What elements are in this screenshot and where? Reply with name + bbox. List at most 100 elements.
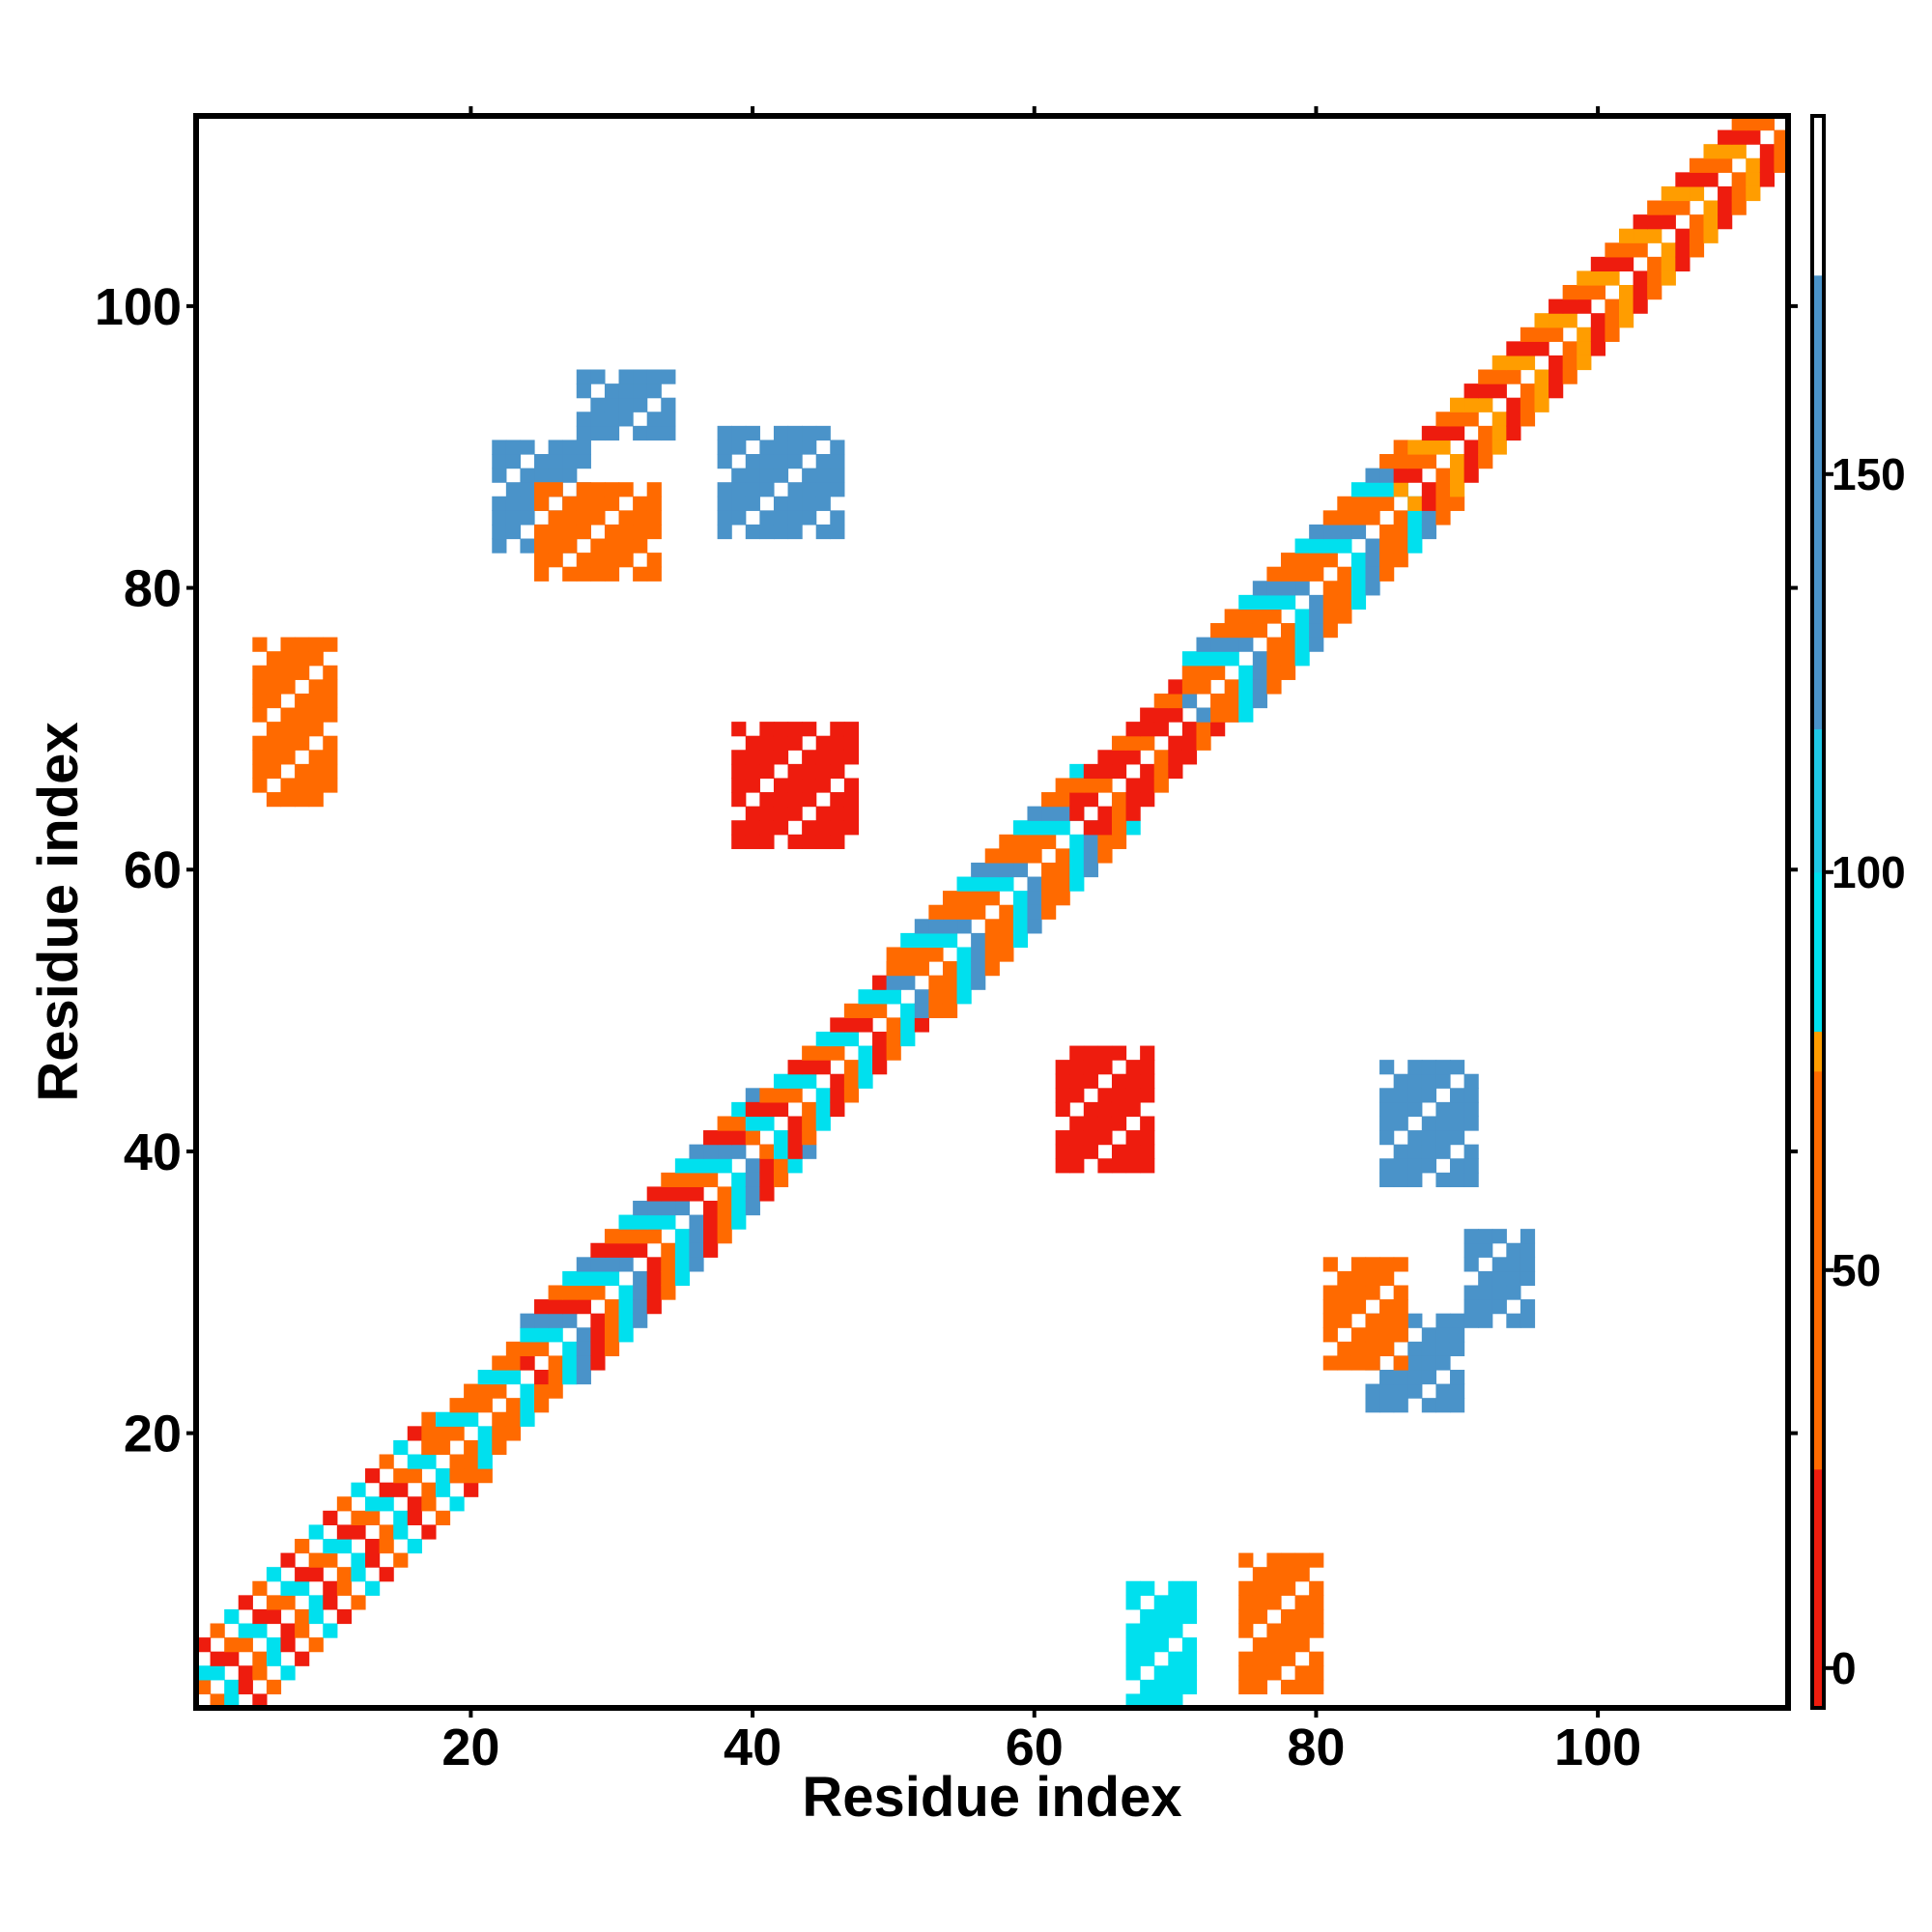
heatmap-cell xyxy=(280,778,296,793)
heatmap-cell xyxy=(280,750,296,765)
heatmap-cell xyxy=(1337,524,1352,540)
heatmap-cell xyxy=(604,1327,620,1343)
heatmap-cell xyxy=(815,1031,831,1047)
heatmap-cell xyxy=(492,538,507,554)
heatmap-cell xyxy=(1421,1116,1436,1131)
heatmap-cell xyxy=(1280,651,1296,667)
heatmap-cell xyxy=(548,538,563,554)
heatmap-cell xyxy=(576,454,591,469)
heatmap-cell xyxy=(1449,1130,1465,1146)
heatmap-cell xyxy=(1463,1299,1479,1315)
heatmap-cell xyxy=(505,482,522,497)
heatmap-cell xyxy=(604,553,620,568)
heatmap-cell xyxy=(210,1651,225,1666)
heatmap-cell xyxy=(1238,623,1254,639)
heatmap-cell xyxy=(731,468,747,483)
heatmap-cell xyxy=(646,1285,662,1300)
heatmap-cell xyxy=(1111,1073,1127,1089)
heatmap-cell xyxy=(843,1003,860,1018)
heatmap-cell xyxy=(661,412,676,427)
heatmap-cell xyxy=(1140,792,1155,808)
heatmap-cell xyxy=(1111,763,1127,780)
heatmap-cell xyxy=(1463,1116,1479,1131)
heatmap-cell xyxy=(252,693,268,709)
heatmap-cell xyxy=(1294,553,1310,568)
heatmap-cell xyxy=(604,1270,620,1287)
heatmap-cell xyxy=(661,369,676,384)
heatmap-cell xyxy=(1379,566,1395,582)
heatmap-cell xyxy=(252,1580,268,1596)
heatmap-cell xyxy=(1055,1130,1070,1146)
y-tick-label: 100 xyxy=(95,278,182,336)
heatmap-cell xyxy=(1069,834,1085,849)
heatmap-cell xyxy=(618,412,634,427)
heatmap-cell xyxy=(1294,1552,1310,1568)
colorbar-band xyxy=(1812,1031,1824,1072)
heatmap-cell xyxy=(1168,707,1183,723)
heatmap-cell xyxy=(576,1257,591,1272)
heatmap-cell xyxy=(1280,1637,1296,1653)
heatmap-cell xyxy=(872,1031,888,1047)
heatmap-cell xyxy=(618,1229,634,1244)
heatmap-cell xyxy=(1463,384,1479,399)
heatmap-cell xyxy=(604,524,620,540)
heatmap-cell xyxy=(477,1398,493,1413)
heatmap-cell xyxy=(1562,298,1577,314)
heatmap-cell xyxy=(1449,1341,1465,1356)
heatmap-cell xyxy=(1548,298,1564,314)
heatmap-cell xyxy=(1041,876,1057,892)
heatmap-cell xyxy=(477,1426,493,1441)
heatmap-cell xyxy=(1266,637,1282,652)
heatmap-cell xyxy=(308,1524,324,1540)
heatmap-cell xyxy=(1140,1073,1155,1089)
heatmap-cell xyxy=(1266,1665,1282,1681)
heatmap-cell xyxy=(1280,581,1296,596)
heatmap-cell xyxy=(1492,355,1507,371)
heatmap-cell xyxy=(1224,651,1239,667)
heatmap-cell xyxy=(210,1693,225,1709)
heatmap-cell xyxy=(858,1060,873,1075)
heatmap-cell xyxy=(717,510,732,526)
heatmap-cell xyxy=(1463,1144,1479,1159)
heatmap-cell xyxy=(787,1130,803,1146)
heatmap-cell xyxy=(1012,932,1029,949)
colorbar-band xyxy=(1812,871,1824,1033)
heatmap-cell xyxy=(1407,454,1423,469)
heatmap-cell xyxy=(280,707,296,723)
heatmap-cell xyxy=(858,1073,873,1089)
heatmap-cell xyxy=(252,778,268,793)
heatmap-cell xyxy=(745,1088,760,1103)
heatmap-cell xyxy=(365,1552,381,1568)
heatmap-cell xyxy=(1449,1383,1465,1399)
heatmap-cell xyxy=(1703,157,1719,173)
heatmap-cell xyxy=(252,707,268,723)
heatmap-cell xyxy=(1379,468,1395,483)
heatmap-cell xyxy=(956,989,972,1005)
heatmap-cell xyxy=(295,693,310,709)
heatmap-cell xyxy=(984,876,1000,892)
heatmap-cell xyxy=(1153,722,1169,737)
heatmap-cell xyxy=(1478,454,1493,469)
heatmap-cell xyxy=(759,1172,775,1187)
heatmap-cell xyxy=(505,454,522,469)
heatmap-cell xyxy=(1238,1552,1254,1568)
heatmap-cell xyxy=(562,510,578,526)
heatmap-cell xyxy=(999,947,1014,962)
heatmap-cell xyxy=(435,1468,451,1484)
heatmap-cell xyxy=(1661,185,1676,202)
heatmap-cell xyxy=(1435,496,1451,511)
heatmap-cell xyxy=(1111,1116,1127,1131)
heatmap-cell xyxy=(745,778,760,793)
heatmap-cell xyxy=(590,425,606,441)
heatmap-cell xyxy=(323,1538,338,1554)
heatmap-cell xyxy=(1534,327,1549,342)
heatmap-cell xyxy=(1661,242,1676,258)
heatmap-cell xyxy=(590,1327,606,1343)
heatmap-cell xyxy=(1238,1608,1254,1625)
heatmap-cell xyxy=(505,1369,522,1385)
heatmap-cell xyxy=(1633,298,1648,314)
heatmap-cell xyxy=(759,763,775,780)
heatmap-cell xyxy=(773,510,789,526)
heatmap-cell xyxy=(1083,834,1098,849)
heatmap-cell xyxy=(1041,792,1057,808)
